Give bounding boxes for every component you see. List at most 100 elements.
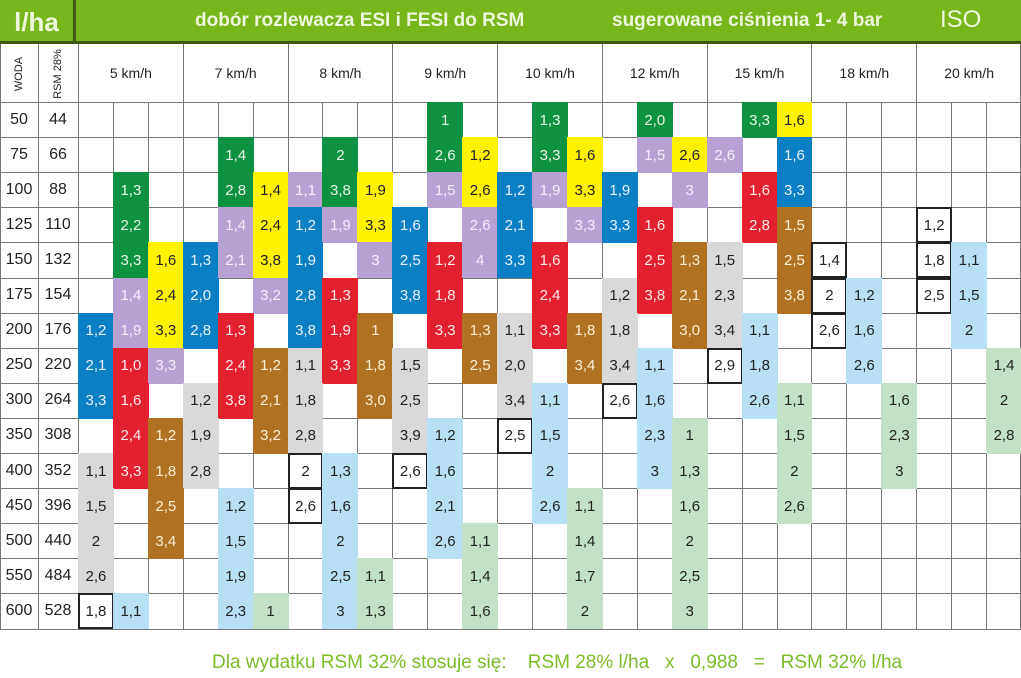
pressure-cell: 1,2 [427, 417, 464, 454]
pressure-cell: 1,3 [671, 242, 708, 279]
pressure-cell: 1,6 [776, 102, 813, 139]
pressure-cell: 2,6 [811, 312, 848, 349]
pressure-cell: 2 [532, 453, 568, 490]
title-bar: l/ha dobór rozlewacza ESI i FESI do RSM … [0, 0, 1021, 44]
pressure-cell: 3 [671, 172, 708, 209]
pressure-cell: 2 [776, 453, 813, 490]
pressure-cell: 3 [881, 453, 918, 490]
pressure-cell: 1,4 [217, 207, 254, 244]
pressure-cell: 1,9 [182, 417, 219, 454]
pressure-cell: 2,5 [462, 347, 499, 384]
pressure-cell: 1,7 [566, 558, 603, 595]
pressure-cell: 2,6 [462, 207, 499, 244]
rsm-rate: 44 [49, 110, 67, 128]
pressure-cell: 3,3 [776, 172, 813, 209]
pressure-cell: 2,6 [392, 453, 429, 490]
pressure-cell: 1,9 [322, 312, 359, 349]
grid-line [916, 44, 918, 629]
pressure-cell: 2,5 [916, 277, 953, 314]
pressure-cell: 3,3 [532, 137, 568, 174]
water-rate: 50 [10, 110, 28, 128]
pressure-cell: 2,6 [741, 382, 778, 419]
pressure-cell: 3,3 [532, 312, 568, 349]
rsm-rate: 132 [44, 250, 72, 268]
pressure-cell: 1,1 [287, 172, 324, 209]
pressure-cell: 1,3 [357, 593, 394, 630]
pressure-cell: 2,1 [252, 382, 289, 419]
grid-line [0, 628, 1021, 630]
pressure-cell: 1,1 [287, 347, 324, 384]
pressure-cell: 1,8 [147, 453, 184, 490]
pressure-note: sugerowane ciśnienia 1- 4 bar [612, 10, 883, 31]
pressure-cell: 2,6 [462, 172, 499, 209]
pressure-cell: 3,8 [392, 277, 429, 314]
water-rate: 350 [5, 426, 33, 444]
pressure-cell: 3,8 [287, 312, 324, 349]
water-rate: 175 [5, 286, 33, 304]
pressure-cell: 2,8 [182, 453, 219, 490]
pressure-cell: 1,3 [322, 453, 359, 490]
pressure-cell: 1,5 [217, 523, 254, 560]
pressure-cell: 1,4 [462, 558, 499, 595]
pressure-cell: 2,0 [497, 347, 534, 384]
pressure-cell: 2,6 [287, 488, 324, 525]
pressure-cell: 1,8 [427, 277, 464, 314]
water-rate: 450 [5, 496, 33, 514]
pressure-cell: 3,3 [322, 347, 359, 384]
water-rate: 150 [5, 250, 33, 268]
pressure-cell: 2,5 [497, 417, 534, 454]
pressure-cell: 1,6 [741, 172, 778, 209]
pressure-cell: 3 [636, 453, 673, 490]
pressure-cell: 1,6 [532, 242, 568, 279]
pressure-cell: 3,4 [147, 523, 184, 560]
pressure-cell: 1,1 [112, 593, 149, 630]
pressure-cell: 2 [322, 137, 359, 174]
pressure-cell: 2,9 [706, 347, 743, 384]
pressure-cell: 2,6 [427, 523, 464, 560]
pressure-cell: 1,9 [287, 242, 324, 279]
pressure-cell: 3,3 [566, 207, 603, 244]
pressure-cell: 1,5 [776, 417, 813, 454]
pressure-cell: 3,3 [357, 207, 394, 244]
rsm-rate: 396 [44, 496, 72, 514]
pressure-cell: 2,6 [706, 137, 743, 174]
grid-line [0, 593, 1021, 595]
pressure-cell: 3,8 [322, 172, 359, 209]
pressure-cell: 2,5 [776, 242, 813, 279]
pressure-cell: 1,4 [566, 523, 603, 560]
water-rate: 75 [10, 145, 28, 163]
pressure-cell: 1,1 [636, 347, 673, 384]
pressure-cell: 3,3 [497, 242, 534, 279]
pressure-cell: 1,8 [287, 382, 324, 419]
pressure-cell: 3,2 [252, 417, 289, 454]
pressure-cell: 1,2 [287, 207, 324, 244]
pressure-cell: 3,8 [217, 382, 254, 419]
pressure-cell: 1,0 [112, 347, 149, 384]
pressure-cell: 2,8 [986, 417, 1021, 454]
speed-header: 12 km/h [601, 44, 707, 102]
pressure-cell: 3,3 [427, 312, 464, 349]
pressure-cell: 2 [951, 312, 988, 349]
pressure-cell: 1 [252, 593, 289, 630]
grid-line [951, 102, 953, 629]
rsm-rate: 352 [44, 461, 72, 479]
pressure-cell: 2,8 [287, 417, 324, 454]
conversion-note: Dla wydatku RSM 32% stosuje się: RSM 28%… [212, 652, 903, 673]
grid-line [0, 137, 1021, 139]
water-rate: 100 [5, 180, 33, 198]
pressure-cell: 1,6 [776, 137, 813, 174]
pressure-cell: 1,3 [462, 312, 499, 349]
pressure-cell: 3,2 [252, 277, 289, 314]
speed-header: 10 km/h [497, 44, 602, 102]
pressure-cell: 1,8 [916, 242, 953, 279]
pressure-cell: 2,6 [776, 488, 813, 525]
pressure-cell: 1,1 [462, 523, 499, 560]
speed-header: 20 km/h [916, 44, 1021, 102]
rsm-rate: 220 [44, 356, 72, 374]
pressure-cell: 1,9 [357, 172, 394, 209]
pressure-cell: 2,4 [147, 277, 184, 314]
pressure-cell: 2,5 [636, 242, 673, 279]
pressure-cell: 1,2 [916, 207, 953, 244]
water-rate: 550 [5, 566, 33, 584]
pressure-cell: 1,3 [322, 277, 359, 314]
